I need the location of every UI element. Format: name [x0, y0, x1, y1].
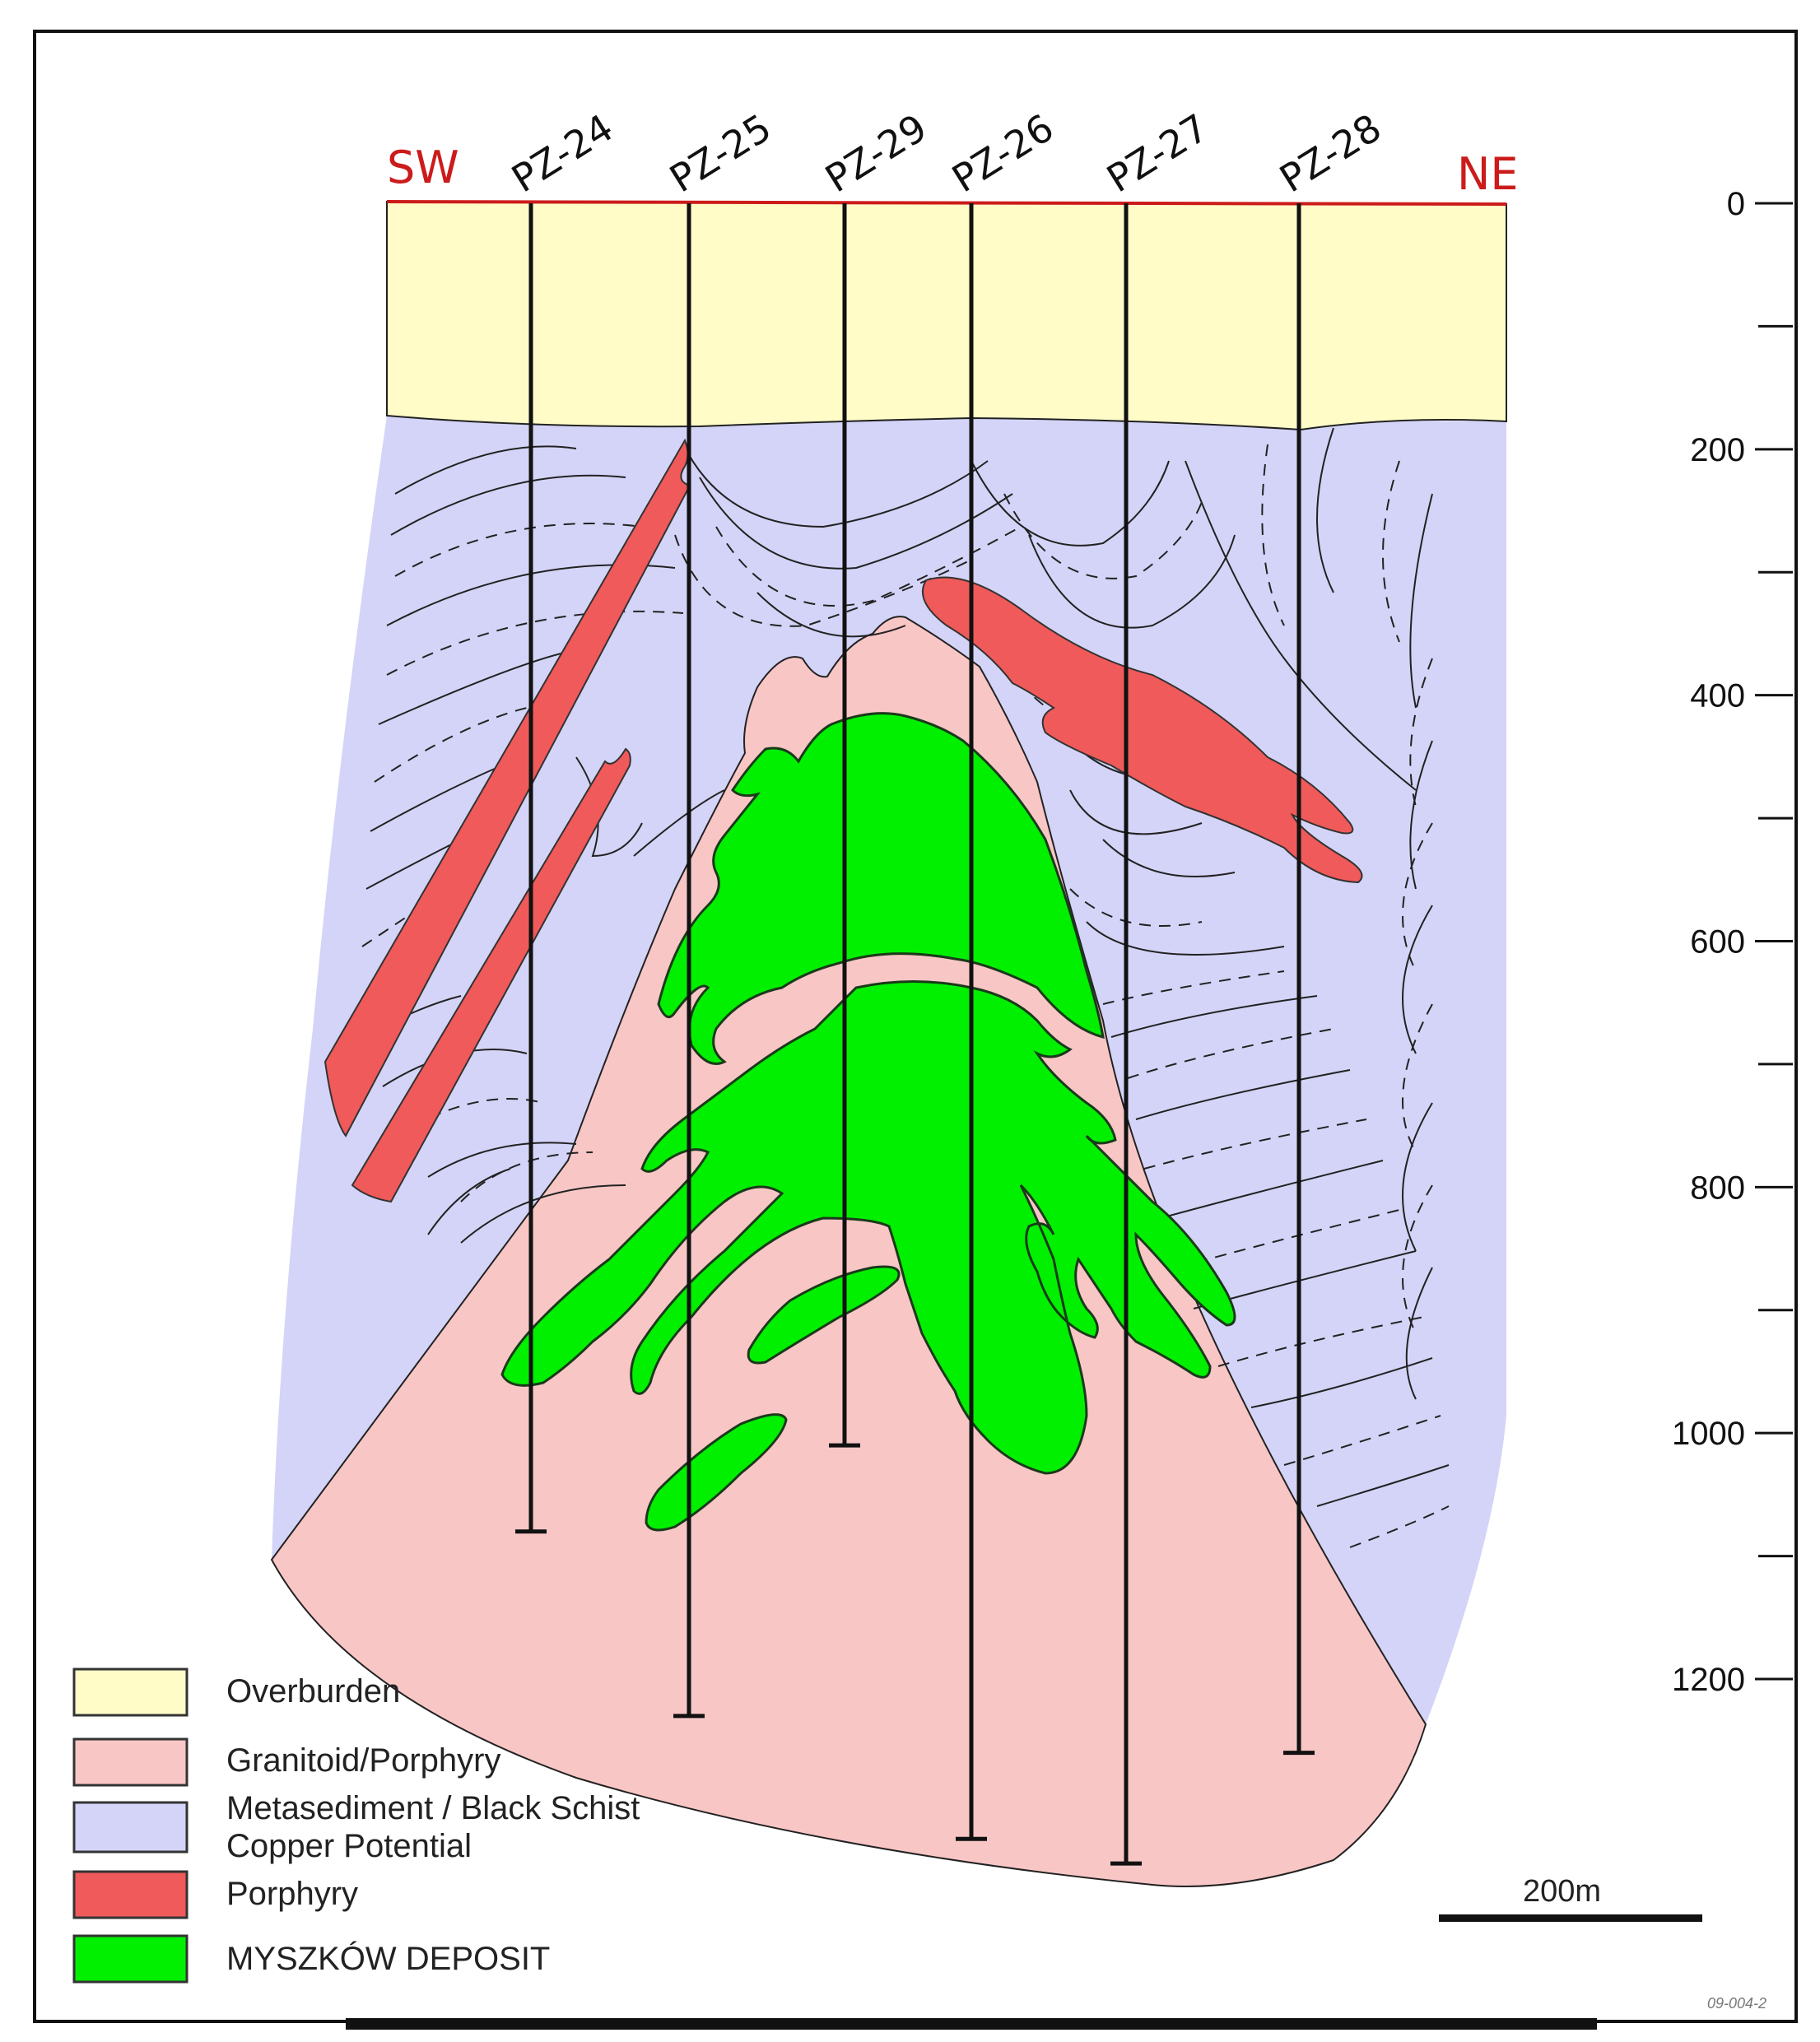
scale-bar-line [1439, 1914, 1702, 1922]
section-surface-line [386, 200, 1507, 206]
legend-swatch-metasediment [72, 1801, 189, 1854]
deposit-lower-lobe [500, 980, 1236, 1475]
deposit-upper-lobe [657, 712, 1105, 1065]
direction-label-sw: SW [387, 142, 459, 193]
depth-axis: 0 200 400 600 800 1000 1200 [1672, 186, 1793, 1698]
granitoid-unit [270, 616, 1427, 1887]
direction-label-ne: NE [1457, 148, 1519, 200]
overburden-unit [386, 200, 1507, 431]
myszkow-deposit [500, 712, 1236, 1532]
porphyry-bodies [324, 438, 1363, 1203]
legend-swatch-porphyry [72, 1870, 189, 1919]
depth-tick-label: 200 [1690, 432, 1745, 468]
depth-tick-label: 0 [1727, 186, 1745, 222]
legend-swatch-overburden [72, 1668, 189, 1717]
porphyry-lens-ne [922, 576, 1363, 884]
legend-label-granitoid: Granitoid/Porphyry [226, 1742, 500, 1779]
depth-tick-label: 1200 [1672, 1662, 1745, 1698]
figure-code: 09-004-2 [1707, 1995, 1766, 2012]
legend-label-porphyry: Porphyry [226, 1876, 358, 1912]
bottom-bar [346, 2018, 1597, 2030]
legend-label-metasediment: Metasediment / Black Schist [226, 1790, 640, 1826]
depth-tick-label: 600 [1690, 924, 1745, 961]
depth-tick-label: 400 [1690, 678, 1745, 714]
deposit-pod-2 [645, 1413, 788, 1532]
legend: Overburden Granitoid/Porphyry Metasedime… [72, 1668, 640, 1984]
legend-label-copper-potential: Copper Potential [226, 1828, 472, 1864]
depth-tick-label: 1000 [1672, 1416, 1745, 1452]
porphyry-dyke-sw-2 [351, 747, 631, 1203]
legend-swatch-granitoid [72, 1737, 189, 1787]
legend-swatch-deposit [72, 1934, 189, 1984]
deposit-pod-1 [747, 1265, 901, 1365]
depth-tick-label: 800 [1690, 1170, 1745, 1206]
legend-label-deposit: MYSZKÓW DEPOSIT [226, 1940, 550, 1977]
scale-bar-label: 200m [1523, 1874, 1601, 1909]
legend-label-overburden: Overburden [226, 1673, 400, 1709]
scale-bar: 200m [1439, 1874, 1702, 1922]
